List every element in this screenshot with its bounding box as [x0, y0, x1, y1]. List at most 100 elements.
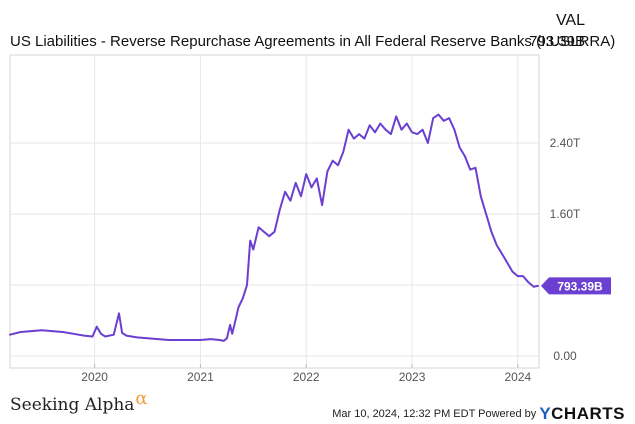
data-point [126, 335, 127, 336]
y-tick-label: 0.00 [553, 349, 577, 363]
plot-frame [10, 55, 539, 368]
data-point [52, 331, 53, 332]
data-point [348, 129, 349, 130]
chart-attribution: Mar 10, 2024, 12:32 PM EDT Powered by YC… [332, 402, 625, 422]
data-point [369, 125, 370, 126]
data-point [246, 284, 247, 285]
line-chart: 0.00800.0B1.60T2.40T20202021202220232024… [0, 0, 635, 424]
x-tick-label: 2022 [293, 370, 320, 384]
ycharts-logo-y: Y [539, 404, 551, 423]
end-value-label: 793.39B [557, 279, 603, 293]
data-point [147, 338, 148, 339]
data-point [517, 276, 518, 277]
data-point [327, 171, 328, 172]
seeking-alpha-text: Seeking Alpha [10, 395, 134, 415]
seeking-alpha-logo: Seeking Alphaα [10, 394, 148, 415]
x-tick-label: 2023 [399, 370, 426, 384]
data-point [300, 196, 301, 197]
data-point [343, 151, 344, 152]
data-point [417, 134, 418, 135]
data-point [475, 167, 476, 168]
timestamp: Mar 10, 2024, 12:32 PM EDT [332, 408, 475, 420]
data-point [189, 339, 190, 340]
data-point [364, 138, 365, 139]
y-tick-label: 2.40T [550, 136, 581, 150]
data-point [230, 324, 231, 325]
data-point [62, 331, 63, 332]
data-point [168, 339, 169, 340]
data-point [238, 307, 239, 308]
ycharts-logo[interactable]: YCHARTS [539, 404, 625, 423]
data-point [31, 331, 32, 332]
data-point [337, 165, 338, 166]
data-point [223, 340, 224, 341]
data-point [290, 200, 291, 201]
data-point [507, 262, 508, 263]
data-point [353, 138, 354, 139]
data-point [242, 298, 243, 299]
data-point [512, 271, 513, 272]
data-point [311, 187, 312, 188]
data-point [219, 339, 220, 340]
data-point [464, 156, 465, 157]
data-point [258, 227, 259, 228]
x-tick-label: 2021 [187, 370, 214, 384]
data-point [443, 120, 444, 121]
data-point [122, 332, 123, 333]
data-point [480, 196, 481, 197]
data-point [396, 116, 397, 117]
data-point [306, 174, 307, 175]
data-point [459, 147, 460, 148]
data-point [136, 337, 137, 338]
data-point [226, 338, 227, 339]
data-point [486, 213, 487, 214]
data-point [422, 129, 423, 130]
data-point [332, 160, 333, 161]
data-point [427, 142, 428, 143]
data-point [380, 123, 381, 124]
data-point [390, 134, 391, 135]
data-point [179, 339, 180, 340]
data-point [316, 178, 317, 179]
grid-layer [10, 55, 539, 368]
data-point [449, 118, 450, 119]
data-point [84, 335, 85, 336]
data-point [274, 231, 275, 232]
data-point [438, 114, 439, 115]
data-point [9, 334, 10, 335]
data-point [250, 240, 251, 241]
data-point [533, 286, 534, 287]
data-point [158, 339, 159, 340]
data-point [523, 276, 524, 277]
data-point [374, 132, 375, 133]
data-point [118, 313, 119, 314]
data-point [491, 231, 492, 232]
x-tick-label: 2024 [504, 370, 531, 384]
data-point [210, 339, 211, 340]
data-point [295, 182, 296, 183]
x-tick-label: 2020 [81, 370, 108, 384]
data-point [537, 285, 538, 286]
data-point [200, 339, 201, 340]
data-point [501, 253, 502, 254]
powered-by-text: Powered by [478, 408, 536, 420]
data-point [232, 333, 233, 334]
data-point [113, 334, 114, 335]
alpha-symbol: α [135, 388, 147, 409]
data-point [322, 205, 323, 206]
data-point [235, 320, 236, 321]
data-point [92, 336, 93, 337]
data-point [406, 123, 407, 124]
data-point [41, 330, 42, 331]
data-point [528, 282, 529, 283]
y-tick-label: 1.60T [550, 207, 581, 221]
ycharts-logo-text: CHARTS [551, 404, 625, 423]
data-point [269, 236, 270, 237]
data-point [433, 118, 434, 119]
data-point [263, 231, 264, 232]
data-point [279, 209, 280, 210]
data-point [359, 134, 360, 135]
data-point [411, 132, 412, 133]
data-point [401, 129, 402, 130]
data-point [496, 245, 497, 246]
